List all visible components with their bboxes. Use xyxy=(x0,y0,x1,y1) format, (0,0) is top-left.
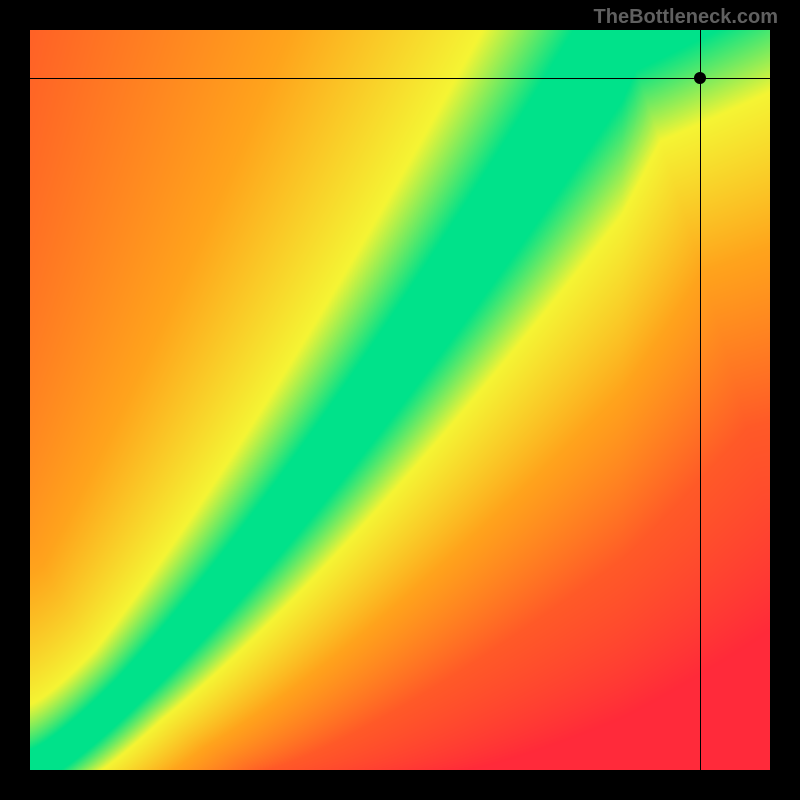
watermark-text: TheBottleneck.com xyxy=(594,6,778,29)
heatmap-chart xyxy=(30,30,770,770)
intersection-marker xyxy=(694,72,706,84)
crosshair-vertical xyxy=(700,30,701,770)
crosshair-horizontal xyxy=(30,78,770,79)
heatmap-canvas xyxy=(30,30,770,770)
